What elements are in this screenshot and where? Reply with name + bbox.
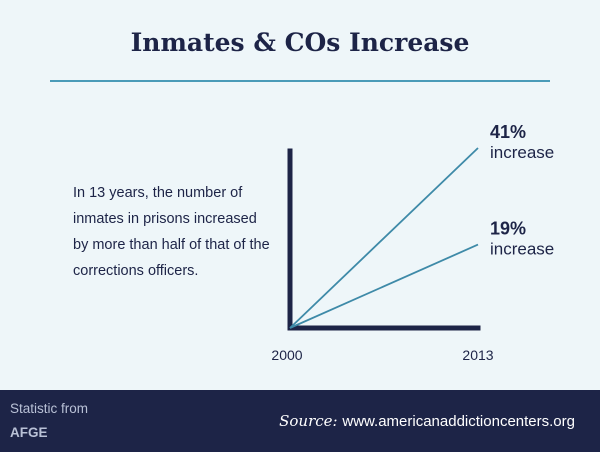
title-divider: [50, 80, 550, 82]
statistic-source: AFGE: [10, 425, 48, 440]
series-value-label: 41%: [490, 122, 526, 142]
statistic-from-label: Statistic from: [10, 401, 89, 416]
chart-title: Inmates & COs Increase: [130, 28, 470, 57]
series-line: [289, 243, 479, 329]
source-url[interactable]: www.americanaddictioncenters.org: [342, 413, 575, 430]
x-tick-label: 2000: [271, 347, 302, 363]
series-increase-label: increase: [490, 143, 554, 162]
series-value-label: 19%: [490, 219, 526, 239]
source-line: Source: www.americanaddictioncenters.org: [279, 412, 575, 430]
series-line: [289, 147, 479, 329]
series-increase-label: increase: [490, 240, 554, 259]
source-label: Source:: [279, 412, 338, 430]
x-tick-label: 2013: [462, 347, 493, 363]
description-text: In 13 years, the number of inmates in pr…: [73, 185, 270, 279]
footer-bar: Statistic from AFGE Source: www.american…: [0, 390, 600, 452]
